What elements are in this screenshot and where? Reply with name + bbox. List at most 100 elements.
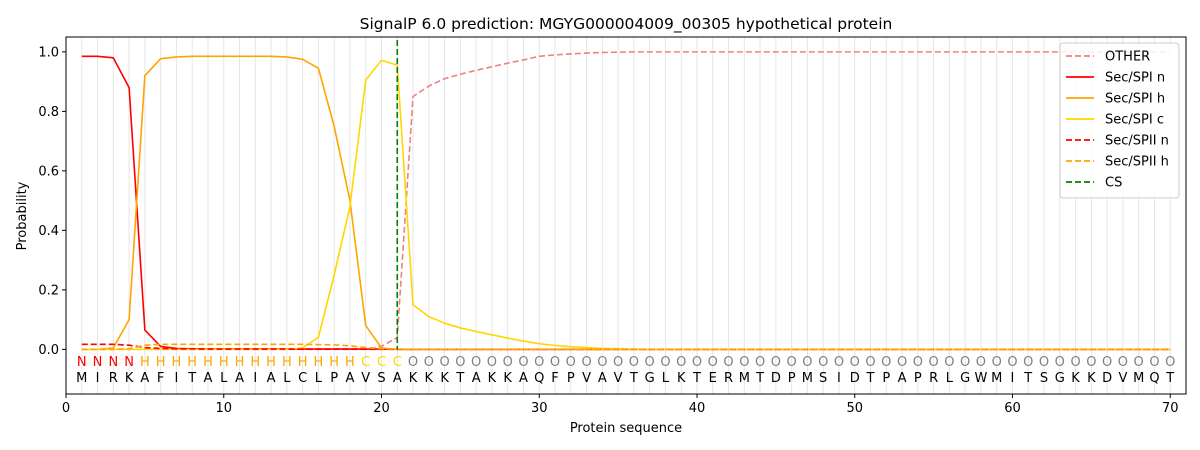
residue-label: A — [393, 371, 402, 386]
region-label: O — [723, 355, 733, 370]
series-line-sec-spi-c — [81, 59, 1171, 351]
residue-label: L — [283, 371, 291, 386]
residue-label: T — [187, 371, 196, 386]
residue-label: K — [440, 371, 449, 386]
residue-label: P — [914, 371, 922, 386]
region-label: C — [377, 355, 386, 370]
x-tick-label: 20 — [373, 401, 390, 416]
region-label: O — [708, 355, 718, 370]
region-label: O — [424, 355, 434, 370]
region-label: O — [660, 355, 670, 370]
region-label: O — [897, 355, 907, 370]
region-label: O — [550, 355, 560, 370]
legend-label: Sec/SPI c — [1105, 113, 1164, 128]
y-tick-label: 0.6 — [38, 164, 59, 179]
series-line-other — [81, 51, 1171, 351]
region-label: O — [1055, 355, 1065, 370]
region-label: O — [503, 355, 513, 370]
y-tick-label: 0.2 — [38, 283, 59, 298]
region-label: O — [739, 355, 749, 370]
residue-label: D — [1102, 371, 1112, 386]
region-label: O — [865, 355, 875, 370]
region-label: H — [298, 355, 308, 370]
region-label: O — [597, 355, 607, 370]
region-label: O — [755, 355, 765, 370]
residue-label: K — [425, 371, 434, 386]
region-label: N — [124, 355, 134, 370]
axes-frame — [65, 36, 1187, 395]
residue-label: F — [551, 371, 558, 386]
residue-label: V — [582, 371, 591, 386]
region-label: O — [692, 355, 702, 370]
region-label: N — [108, 355, 118, 370]
residue-label: A — [598, 371, 607, 386]
residue-label: P — [330, 371, 338, 386]
x-tick-label: 10 — [215, 401, 232, 416]
residue-label: K — [125, 371, 134, 386]
residue-label: K — [1071, 371, 1080, 386]
region-label: H — [345, 355, 355, 370]
residue-label: G — [645, 371, 655, 386]
residue-label: M — [1133, 371, 1144, 386]
x-tick-label: 30 — [531, 401, 548, 416]
region-label: O — [1039, 355, 1049, 370]
residue-label: I — [253, 371, 257, 386]
region-label: O — [1118, 355, 1128, 370]
residue-label: I — [96, 371, 100, 386]
series-line-sec-spi-h — [81, 55, 1171, 351]
residue-label: L — [946, 371, 954, 386]
residue-label: G — [960, 371, 970, 386]
region-label: O — [1070, 355, 1080, 370]
region-label: O — [802, 355, 812, 370]
region-label: O — [944, 355, 954, 370]
region-label: O — [408, 355, 418, 370]
residue-label: T — [1165, 371, 1174, 386]
region-label: C — [393, 355, 402, 370]
residue-label: A — [267, 371, 276, 386]
residue-label: A — [204, 371, 213, 386]
legend: OTHER Sec/SPI n Sec/SPI h Sec/SPI c Sec/SPII… — [1059, 42, 1180, 199]
residue-label: R — [724, 371, 733, 386]
residue-label: L — [220, 371, 228, 386]
residue-label: K — [677, 371, 686, 386]
residue-label: T — [1023, 371, 1032, 386]
region-label: O — [613, 355, 623, 370]
region-label: O — [976, 355, 986, 370]
series-line-sec-spii-h — [81, 343, 1171, 351]
residue-label: I — [837, 371, 841, 386]
region-label: O — [471, 355, 481, 370]
residue-label: M — [991, 371, 1002, 386]
residue-label: I — [1011, 371, 1015, 386]
region-label: O — [1165, 355, 1175, 370]
legend-label: Sec/SPII h — [1105, 155, 1169, 170]
region-label: H — [172, 355, 182, 370]
chart-title: SignalP 6.0 prediction: MGYG000004009_00… — [360, 15, 893, 34]
region-label: H — [187, 355, 197, 370]
residue-label: W — [974, 371, 987, 386]
region-label: H — [156, 355, 166, 370]
residue-label: T — [866, 371, 875, 386]
region-label: O — [834, 355, 844, 370]
legend-label: Sec/SPI n — [1105, 71, 1165, 86]
region-label: O — [581, 355, 591, 370]
residue-label: M — [739, 371, 750, 386]
residue-label: D — [771, 371, 781, 386]
residue-label: T — [755, 371, 764, 386]
region-label: O — [534, 355, 544, 370]
y-tick-label: 0.4 — [38, 224, 59, 239]
residue-label: K — [488, 371, 497, 386]
residue-label: P — [567, 371, 575, 386]
residue-label: Q — [534, 371, 544, 386]
region-label: O — [818, 355, 828, 370]
region-label: N — [93, 355, 103, 370]
residue-label: G — [1055, 371, 1065, 386]
residue-label: A — [345, 371, 354, 386]
region-label: H — [314, 355, 324, 370]
residue-label: A — [898, 371, 907, 386]
region-label: N — [77, 355, 87, 370]
residue-label: R — [109, 371, 118, 386]
y-tick-label: 0.0 — [38, 343, 59, 358]
residue-label: E — [709, 371, 717, 386]
region-label: C — [361, 355, 370, 370]
region-label: O — [1023, 355, 1033, 370]
